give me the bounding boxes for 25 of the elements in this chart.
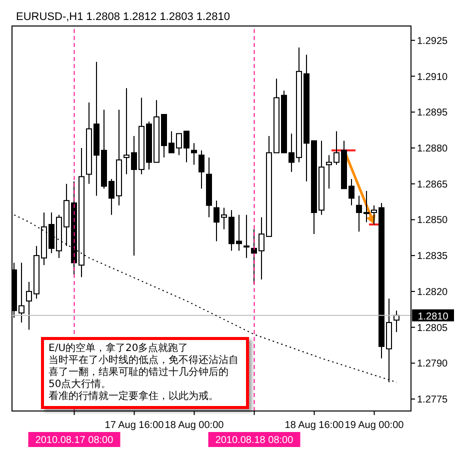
x-tick-label: 2010.08.17 08:00 — [35, 435, 114, 446]
y-tick-label: 1.2820 — [417, 286, 448, 298]
annotation: 看准的行情就一定要拿住，以此为戒。 — [48, 391, 220, 403]
x-tick-label: 18 Aug 00:00 — [164, 420, 224, 431]
annotation: E/U的空单，拿了20多点就跑了 — [48, 343, 190, 354]
y-tick-label: 1.2805 — [417, 322, 448, 334]
x-tick-label: 17 Aug 16:00 — [104, 420, 164, 431]
y-tick-label: 1.2925 — [417, 36, 448, 47]
annotation: 当时平在了小时线的低点，免不得还沾沾自喜了一翻，结果可耻的错过十几分钟后的50点大行情。 — [48, 355, 240, 390]
y-tick-label: 1.2835 — [417, 251, 448, 262]
chart-title: EURUSD-,H1 1.2808 1.2812 1.2803 1.2810 — [16, 11, 230, 23]
candlestick — [244, 214, 250, 258]
y-tick-label: 1.2895 — [417, 108, 448, 119]
x-tick-label: 18 Aug 16:00 — [284, 420, 344, 431]
y-tick-label: 1.2850 — [417, 215, 448, 226]
y-tick-label: 1.2790 — [417, 358, 448, 370]
x-tick-label: 2010.08.18 08:00 — [215, 435, 294, 446]
candlestick — [191, 142, 197, 166]
x-tick-label: 19 Aug 00:00 — [344, 420, 404, 431]
candlestick — [198, 150, 204, 190]
y-tick-label: 1.2910 — [417, 72, 448, 83]
y-tick-label: 1.2880 — [417, 144, 448, 155]
ref-line-label: 1.2810 — [418, 311, 449, 322]
y-tick-label: 1.2865 — [417, 179, 448, 190]
y-tick-label: 1.2775 — [417, 394, 448, 406]
